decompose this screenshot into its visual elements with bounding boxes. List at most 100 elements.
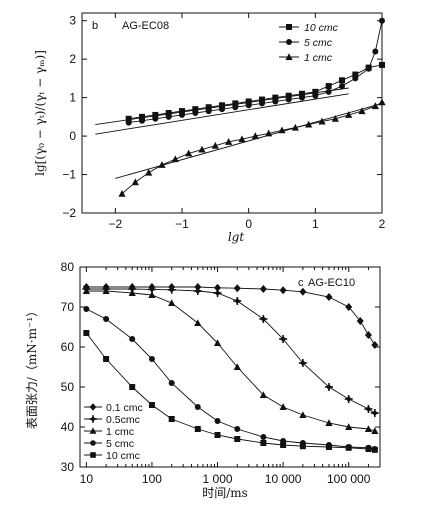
series-triangle (82, 287, 379, 434)
star-core (148, 286, 155, 293)
diamond-marker (364, 331, 372, 339)
circle-marker (352, 75, 359, 82)
series-star (82, 285, 379, 417)
triangle-marker (168, 299, 176, 306)
series-line (86, 286, 376, 346)
square-marker (352, 71, 359, 78)
legend-label: 10 cmc (106, 450, 140, 462)
square-marker (280, 442, 287, 448)
circle-marker (152, 115, 159, 122)
x-tick-label: 10 (80, 472, 94, 486)
triangle-marker (345, 423, 353, 430)
diamond-marker (233, 284, 241, 293)
legend-label: 0.1 cmc (106, 402, 143, 414)
star-core (371, 410, 378, 416)
star-core (280, 336, 287, 342)
circle-marker (339, 83, 345, 90)
fit-lines (95, 87, 383, 179)
circle-marker (168, 380, 175, 386)
circle-marker (285, 96, 292, 103)
circle-marker (260, 434, 267, 440)
star-marker (193, 287, 202, 295)
panel-label: b (92, 20, 98, 32)
y-tick-label: 0 (69, 129, 76, 143)
circle-marker (245, 102, 252, 109)
y-tick-label: 1 (69, 91, 76, 105)
triangle-marker (145, 168, 153, 176)
star-core (299, 360, 306, 366)
star-core (90, 416, 96, 422)
star-marker (89, 415, 97, 423)
triangle-marker (211, 141, 219, 149)
triangle-marker (118, 189, 126, 197)
circle-marker (103, 316, 110, 322)
x-tick-label: 100 (142, 472, 162, 486)
circle-marker (365, 65, 372, 72)
circle-marker (179, 111, 185, 118)
star-core (325, 384, 332, 390)
star-core (168, 286, 175, 293)
star-core (260, 316, 267, 322)
circle-marker (194, 404, 201, 410)
star-marker (213, 289, 222, 297)
y-tick-label: 50 (61, 380, 75, 394)
circle-marker (83, 306, 90, 312)
square-marker (234, 436, 241, 442)
diamond-marker (356, 317, 364, 325)
triangle-marker (358, 107, 366, 115)
triangle-marker (378, 98, 386, 106)
circle-marker (234, 426, 241, 432)
square-marker (286, 24, 292, 30)
triangle-marker (305, 120, 313, 128)
square-marker (168, 416, 175, 422)
circle-marker (299, 94, 305, 101)
x-tick-label: 100 000 (327, 472, 371, 486)
star-core (214, 290, 221, 296)
triangle-marker (102, 287, 110, 294)
square-marker (272, 94, 279, 101)
square-marker (299, 90, 305, 97)
diamond-marker (345, 303, 353, 311)
square-marker (260, 440, 267, 446)
triangle-marker (158, 161, 166, 168)
triangle-marker (278, 126, 286, 134)
star-marker (298, 359, 307, 367)
legend: 10 cmc 5 cmc 1 cmc (279, 22, 339, 64)
square-marker (365, 446, 372, 452)
circle-marker (192, 110, 199, 116)
series-square (125, 61, 385, 122)
triangle-marker (285, 53, 293, 60)
legend-label: 10 cmc (304, 22, 339, 34)
square-marker (194, 426, 201, 432)
triangle-marker (225, 138, 233, 145)
triangle-marker (318, 117, 326, 125)
triangle-marker (148, 291, 156, 298)
diamond-marker (89, 403, 97, 411)
y-tick-label: 3 (69, 14, 76, 28)
triangle-marker (198, 145, 206, 153)
x-tick-label: −2 (108, 217, 122, 231)
data-marks (82, 283, 379, 453)
square-marker (345, 444, 352, 451)
chart-annotation: AG-EC10 (308, 277, 355, 289)
triangle-marker (299, 411, 307, 418)
diamond-marker (214, 283, 222, 292)
star-marker (370, 409, 379, 417)
triangle-marker (265, 129, 273, 137)
triangle-marker (371, 102, 379, 110)
legend-label: 1 cmc (106, 426, 134, 438)
circle-marker (219, 106, 225, 113)
star-core (345, 396, 352, 402)
triangle-marker (213, 339, 222, 346)
x-tick-label: 10 000 (265, 472, 302, 486)
square-marker (299, 443, 306, 450)
triangle-marker (128, 289, 136, 296)
series-circle (125, 17, 385, 126)
y-tick-label: 30 (61, 460, 75, 474)
square-marker (285, 92, 292, 99)
square-marker (179, 108, 185, 115)
series-square (83, 330, 378, 453)
triangle-marker (279, 403, 287, 410)
legend-label: 5 cmc (106, 438, 134, 450)
